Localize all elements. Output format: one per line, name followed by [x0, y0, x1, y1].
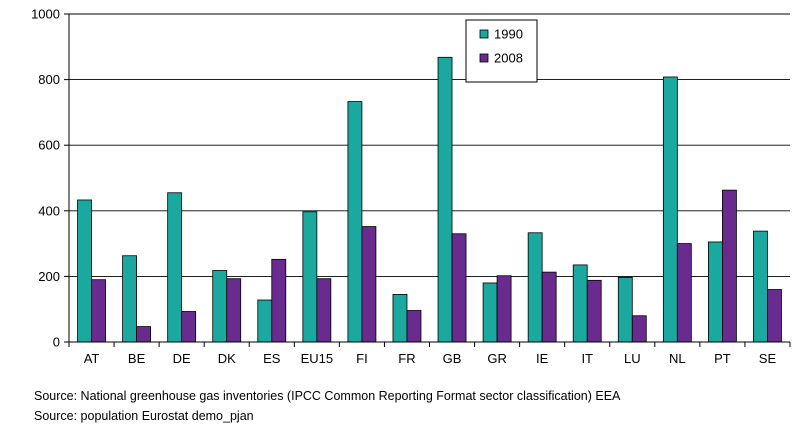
legend-swatch-1990 — [479, 29, 489, 39]
bars — [77, 56, 782, 343]
y-tick-label: 200 — [38, 269, 60, 284]
x-tick-label: BE — [128, 351, 146, 366]
source-note-population: Source: population Eurostat demo_pjan — [34, 409, 254, 423]
bar-GB-1990 — [437, 56, 453, 343]
y-tick-label: 600 — [38, 138, 60, 153]
legend-box — [465, 19, 538, 83]
legend: 1990 2008 — [465, 19, 538, 83]
x-tick-label: NL — [669, 351, 686, 366]
bar-ES-2008 — [271, 258, 287, 343]
x-tick-label: EU15 — [301, 351, 334, 366]
bar-PT-2008 — [722, 189, 737, 343]
bar-EU15-1990 — [302, 211, 318, 343]
bar-IE-1990 — [527, 232, 543, 343]
bar-FI-1990 — [347, 101, 363, 343]
x-tick-label: FR — [398, 351, 415, 366]
x-tick-label: AT — [84, 351, 100, 366]
bar-PT-1990 — [708, 241, 723, 343]
bar-EU15-2008 — [316, 278, 332, 343]
bar-IT-2008 — [586, 279, 602, 343]
bar-DK-2008 — [226, 278, 242, 343]
bar-BE-2008 — [136, 326, 151, 343]
y-tick-label: 0 — [53, 335, 60, 350]
bar-AT-1990 — [77, 199, 92, 343]
y-tick-label: 1000 — [31, 7, 60, 22]
bar-DE-1990 — [167, 192, 183, 343]
bar-LU-2008 — [631, 315, 647, 343]
bar-LU-1990 — [617, 276, 633, 343]
x-tick-label: GB — [443, 351, 462, 366]
bar-NL-1990 — [662, 76, 678, 343]
bar-DE-2008 — [181, 311, 197, 343]
y-tick-label: 400 — [38, 203, 60, 218]
legend-label-1990: 1990 — [494, 27, 523, 42]
legend-label-2008: 2008 — [494, 51, 523, 66]
bar-FR-2008 — [406, 310, 422, 343]
axes — [64, 13, 791, 347]
bar-IT-1990 — [572, 264, 588, 343]
bar-ES-1990 — [257, 299, 273, 343]
bar-chart: 0 200 400 600 800 1000 AT BE DE DK ES EU15 FI FR GB GR… — [31, 7, 791, 366]
y-axis-tick-labels: 0 200 400 600 800 1000 — [31, 7, 60, 350]
bar-BE-1990 — [122, 255, 137, 343]
x-axis-tick-labels: AT BE DE DK ES EU15 FI FR GB GR IE IT LU NL PT SE — [84, 351, 777, 366]
x-tick-label: ES — [263, 351, 281, 366]
y-tick-label: 800 — [38, 72, 60, 87]
x-tick-label: SE — [759, 351, 777, 366]
bar-NL-2008 — [676, 243, 692, 343]
x-tick-label: PT — [714, 351, 731, 366]
bar-FR-1990 — [392, 294, 408, 343]
x-tick-label: DE — [173, 351, 191, 366]
bar-DK-1990 — [212, 270, 228, 343]
legend-swatch-2008 — [479, 53, 489, 63]
x-tick-label: LU — [624, 351, 641, 366]
x-tick-label: GR — [487, 351, 507, 366]
bar-IE-2008 — [541, 271, 557, 343]
x-tick-label: IT — [581, 351, 593, 366]
bar-SE-2008 — [767, 289, 782, 343]
bar-FI-2008 — [361, 226, 377, 343]
bar-GR-1990 — [482, 282, 498, 343]
source-note-emissions: Source: National greenhouse gas inventor… — [34, 389, 621, 403]
bar-GB-2008 — [451, 233, 467, 343]
x-tick-label: IE — [536, 351, 549, 366]
bar-GR-2008 — [496, 275, 512, 343]
x-tick-label: FI — [356, 351, 368, 366]
bar-SE-1990 — [753, 230, 768, 343]
x-tick-label: DK — [218, 351, 236, 366]
bar-AT-2008 — [91, 279, 106, 343]
